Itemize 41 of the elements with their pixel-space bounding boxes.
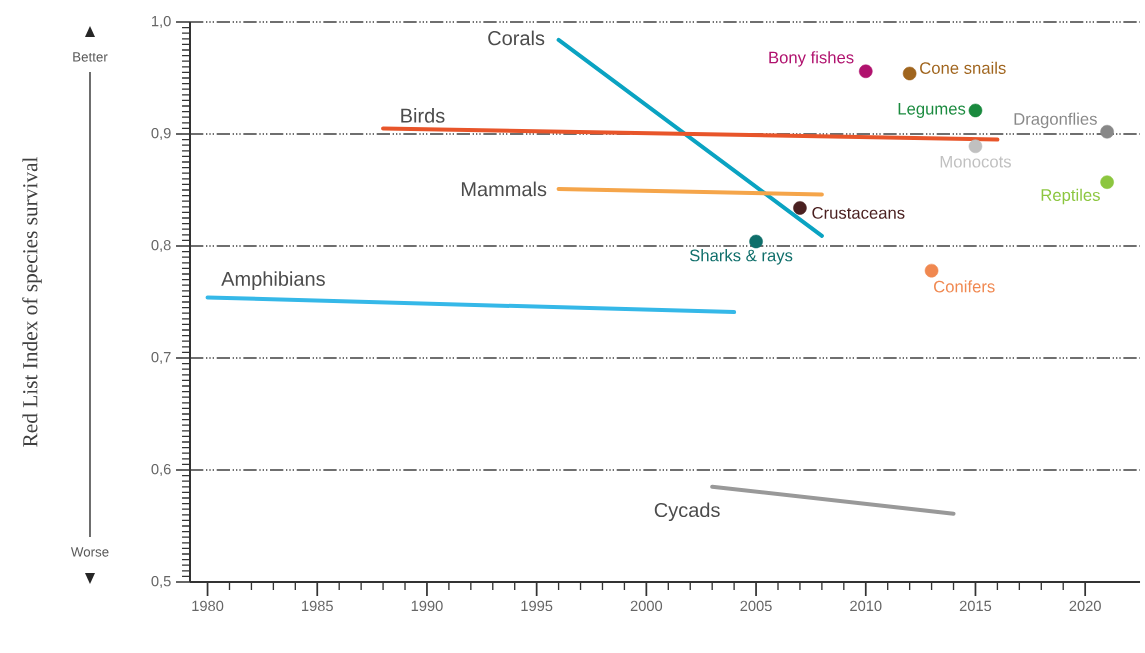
- point: [858, 64, 873, 79]
- series-label: Amphibians: [221, 271, 325, 290]
- x-tick-label: 1990: [411, 600, 443, 612]
- point: [1100, 124, 1114, 139]
- point: [1100, 175, 1114, 189]
- series-label: Birds: [401, 108, 445, 123]
- y-tick-label: 1,0: [152, 15, 171, 29]
- point: [902, 66, 917, 81]
- series-label: Cone snails: [920, 61, 1006, 74]
- y-tick-label: 0,7: [151, 351, 171, 365]
- y-tick-label: 0,9: [151, 127, 171, 141]
- point: [793, 201, 807, 215]
- series-label: Legumes: [898, 103, 966, 118]
- series-label: Cycads: [654, 502, 720, 522]
- point: [968, 103, 983, 118]
- x-tick-label: 1985: [302, 600, 333, 612]
- point: [749, 234, 763, 249]
- y-tick-label: 0,5: [151, 575, 171, 589]
- series-label: Mammals: [461, 181, 547, 197]
- x-tick-label: 2010: [850, 600, 882, 612]
- x-tick-label: 2020: [1069, 600, 1101, 612]
- series-label: Conifers: [934, 280, 995, 293]
- text: Red List Index of species survival: [22, 156, 42, 447]
- y-tick-label: 0,6: [151, 463, 171, 477]
- text: Better: [73, 52, 108, 62]
- series-label: Crustaceans: [812, 207, 905, 219]
- series-label: Reptiles: [1041, 188, 1100, 205]
- x-tick-label: 2000: [630, 600, 663, 612]
- series-label: Monocots: [940, 155, 1011, 168]
- series-label: Sharks & rays: [689, 249, 793, 265]
- series-label: Bony fishes: [769, 51, 854, 67]
- point: [968, 139, 983, 154]
- point: [924, 263, 939, 278]
- text: Worse: [70, 547, 109, 557]
- x-tick-label: 2015: [959, 600, 992, 612]
- y-tick-label: 0,8: [151, 239, 171, 253]
- series-label: Dragonflies: [1014, 112, 1097, 129]
- x-tick-label: 2005: [740, 600, 772, 612]
- x-tick-label: 1995: [521, 600, 553, 612]
- x-tick-label: 1980: [192, 600, 224, 612]
- series-label: Corals: [488, 30, 545, 46]
